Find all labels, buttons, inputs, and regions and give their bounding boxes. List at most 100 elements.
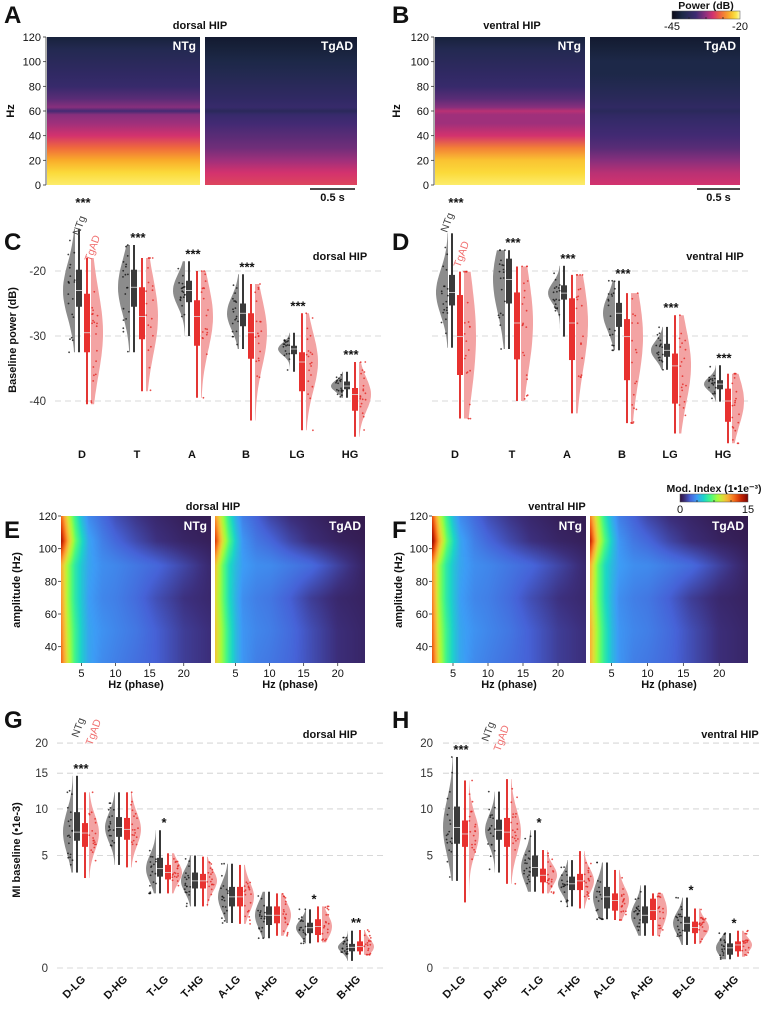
data-point	[445, 300, 448, 303]
ntg-box	[616, 302, 622, 327]
data-point	[257, 335, 260, 337]
data-point	[563, 866, 565, 868]
data-point	[145, 314, 148, 317]
ntg-box	[266, 906, 272, 926]
x-tick-label: LG	[662, 449, 677, 461]
data-point	[122, 269, 125, 272]
data-point	[620, 894, 623, 896]
data-point	[211, 868, 214, 871]
data-point	[188, 865, 190, 867]
ntg-box	[727, 943, 733, 955]
data-point	[67, 293, 70, 295]
data-point	[171, 876, 174, 879]
panel-label-b: B	[392, 2, 409, 29]
spectrogram-ntg	[435, 37, 585, 185]
data-point	[122, 319, 125, 321]
data-point	[282, 913, 285, 915]
data-point	[150, 865, 153, 867]
data-point	[366, 929, 369, 931]
data-point	[638, 925, 641, 928]
data-point	[261, 926, 264, 929]
data-point	[633, 917, 636, 919]
data-point	[611, 295, 614, 297]
data-point	[96, 349, 98, 352]
data-point	[562, 885, 565, 888]
data-point	[598, 916, 600, 919]
data-point	[285, 913, 287, 916]
data-point	[575, 296, 578, 299]
ntg-box	[74, 812, 80, 841]
data-point	[676, 935, 679, 937]
data-point	[362, 415, 365, 418]
data-point	[747, 951, 750, 954]
data-point	[602, 918, 604, 921]
data-point	[346, 939, 349, 942]
data-point	[151, 285, 154, 287]
data-point	[681, 342, 683, 344]
data-point	[152, 334, 154, 337]
data-point	[109, 828, 111, 831]
data-point	[660, 343, 662, 345]
data-point	[186, 902, 188, 905]
tgad-box	[577, 873, 583, 891]
data-point	[235, 330, 238, 333]
data-point	[131, 800, 133, 803]
data-point	[177, 884, 180, 887]
y-tick-label: 0	[423, 180, 429, 192]
data-point	[526, 862, 528, 865]
data-point	[722, 952, 725, 954]
significance-marker: **	[351, 915, 362, 930]
data-point	[93, 841, 96, 843]
category-group-a-lg	[218, 862, 254, 925]
data-point	[232, 308, 234, 311]
data-point	[446, 253, 449, 256]
data-point	[449, 823, 452, 825]
data-point	[708, 380, 710, 383]
data-point	[516, 796, 518, 799]
data-point	[554, 303, 557, 306]
data-point	[714, 386, 717, 389]
data-point	[504, 249, 506, 252]
panel-title: dorsal HIP	[303, 729, 357, 741]
y-tick-label: 20	[417, 155, 429, 167]
data-point	[308, 369, 310, 372]
data-point	[658, 895, 661, 898]
data-point	[244, 904, 246, 907]
data-point	[718, 932, 721, 935]
data-point	[247, 885, 250, 888]
data-point	[714, 377, 716, 380]
tgad-violin	[244, 864, 254, 924]
data-point	[304, 925, 307, 928]
data-point	[631, 404, 634, 406]
data-point	[679, 915, 681, 918]
data-point	[585, 862, 587, 864]
tgad-violin	[576, 274, 588, 414]
data-point	[586, 893, 589, 896]
data-point	[637, 905, 640, 908]
data-point	[184, 858, 187, 860]
data-point	[448, 849, 451, 852]
data-point	[552, 291, 555, 294]
data-point	[109, 822, 112, 825]
data-point	[504, 300, 506, 303]
data-point	[284, 900, 287, 903]
data-point	[67, 281, 70, 284]
data-point	[719, 958, 722, 960]
data-point	[600, 898, 603, 900]
data-point	[659, 927, 662, 929]
data-point	[359, 405, 362, 408]
spectrogram-tgad	[205, 37, 357, 185]
data-point	[210, 893, 213, 896]
data-point	[363, 377, 365, 380]
data-point	[91, 830, 94, 832]
data-point	[69, 853, 72, 856]
data-point	[525, 309, 528, 312]
data-point	[72, 316, 75, 318]
data-point	[324, 906, 327, 909]
data-point	[661, 360, 664, 363]
tgad-box	[514, 292, 520, 360]
data-point	[73, 281, 76, 283]
data-point	[636, 322, 639, 324]
data-point	[305, 353, 308, 356]
data-point	[187, 874, 190, 877]
